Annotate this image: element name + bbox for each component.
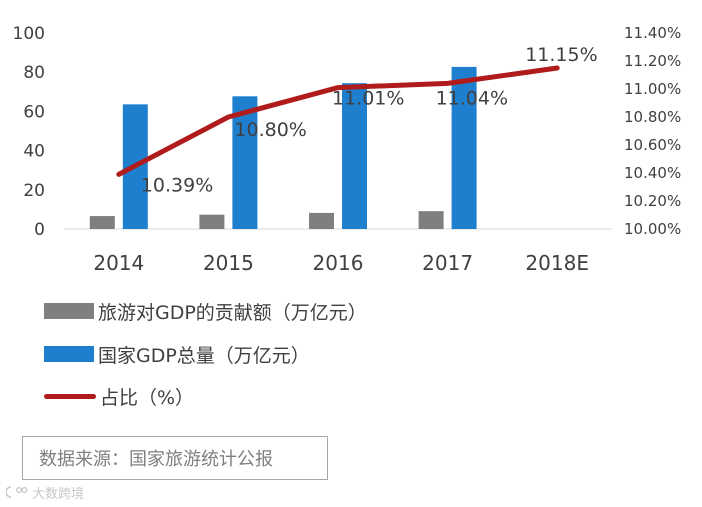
bar-gdp [342,83,367,230]
bar-tourism [89,216,115,229]
legend-swatch-gdp [44,346,94,362]
legend-label-tourism: 旅游对GDP的贡献额（万亿元） [98,301,367,324]
x-tick-label: 2014 [93,251,144,275]
y-right-tick-label: 10.80% [624,108,681,126]
bar-gdp [451,66,477,230]
y-left-axis: 0 20 40 60 80 100 [13,24,45,240]
x-tick-label: 2015 [203,251,254,275]
legend-label-share: 占比（%） [100,386,195,409]
y-right-tick-label: 10.20% [624,192,681,210]
y-left-tick-label: 80 [23,63,45,83]
legend-label-gdp: 国家GDP总量（万亿元） [98,344,310,367]
line-data-label: 10.80% [234,119,306,141]
watermark-logo-icon [6,486,28,498]
bar-tourism [418,211,444,229]
y-left-tick-label: 60 [23,102,45,122]
watermark: 大数跨境 [6,482,84,502]
y-right-axis: 10.00% 10.20% 10.40% 10.60% 10.80% 11.00% 11.2… [624,24,681,238]
y-left-tick-label: 40 [23,142,45,162]
line-data-label: 11.04% [436,87,508,109]
legend-item-share: 占比（%） [44,381,194,411]
x-tick-label: 2016 [313,251,364,275]
bars-layer [89,66,477,230]
line-layer: 10.39% 10.80% 11.01% 11.04% 11.15% [116,44,598,196]
y-left-tick-label: 20 [23,181,45,201]
source-note: 数据来源：国家旅游统计公报 [22,436,328,480]
y-right-tick-label: 11.20% [624,52,681,70]
y-right-tick-label: 10.00% [624,220,681,238]
legend: 旅游对GDP的贡献额（万亿元） 国家GDP总量（万亿元） 占比（%） [0,292,702,422]
watermark-text: 大数跨境 [32,486,85,502]
bar-tourism [199,214,225,229]
line-data-label: 11.01% [332,88,404,110]
x-tick-label: 2018E [525,251,589,275]
y-left-tick-label: 0 [34,220,45,240]
line-data-label: 11.15% [525,44,597,66]
line-data-label: 10.39% [141,174,213,196]
x-axis: 2014 2015 2016 2017 2018E [93,251,589,275]
legend-item-gdp: 国家GDP总量（万亿元） [44,339,310,369]
y-right-tick-label: 10.60% [624,136,681,154]
legend-swatch-share [44,393,96,399]
bar-tourism [309,212,334,229]
y-right-tick-label: 10.40% [624,164,681,182]
y-left-tick-label: 100 [13,24,45,44]
bar-gdp [232,96,258,229]
source-text: 数据来源：国家旅游统计公报 [39,449,273,470]
legend-item-tourism: 旅游对GDP的贡献额（万亿元） [44,296,367,326]
y-right-tick-label: 11.40% [624,24,681,42]
y-right-tick-label: 11.00% [624,80,681,98]
line-share [116,65,560,177]
legend-swatch-tourism [44,303,94,319]
x-tick-label: 2017 [422,251,473,275]
